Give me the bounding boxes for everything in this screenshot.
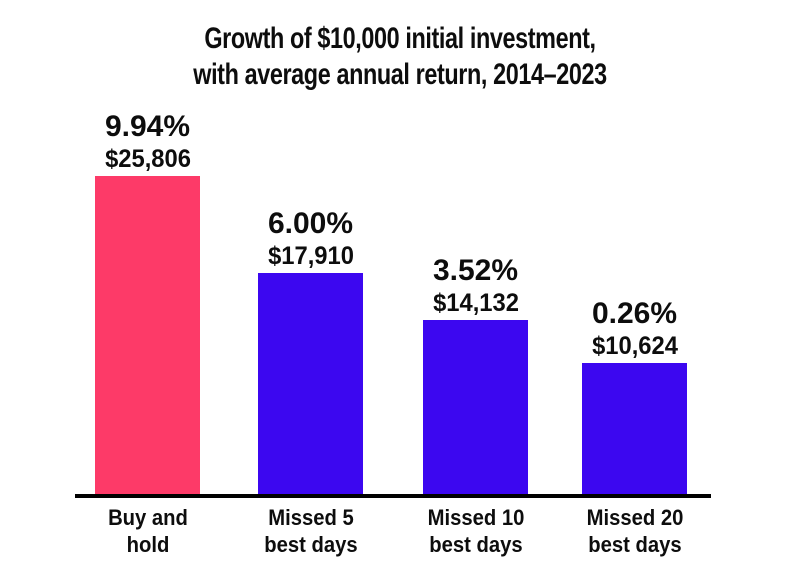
bar-category-line: Missed 10: [427, 505, 524, 530]
bar-percent-label: 9.94%: [104, 110, 191, 143]
bar-value-label: 0.26% $10,624: [540, 297, 730, 361]
x-axis-line: [75, 494, 711, 498]
bar-amount-label: $14,132: [432, 289, 519, 317]
bar-category-line: hold: [126, 532, 169, 557]
bar-value-label: 6.00% $17,910: [216, 207, 406, 271]
bar-category-line: best days: [263, 532, 358, 557]
bar-amount-label: $10,624: [591, 332, 678, 360]
bar-category-line: Missed 20: [586, 505, 683, 530]
bar-amount-label: $17,910: [267, 242, 354, 270]
bar-category-line: Missed 5: [267, 505, 354, 530]
bar-percent-label: 0.26%: [591, 297, 678, 330]
bar-value-label: 9.94% $25,806: [53, 110, 243, 174]
bar-0: [95, 176, 200, 494]
bar-category-label: Missed 10 best days: [388, 504, 563, 558]
bar-category-line: Buy and: [107, 505, 188, 530]
chart-title-line2: with average annual return, 2014–2023: [193, 58, 607, 91]
bar-percent-label: 3.52%: [432, 254, 519, 287]
bar-value-label: 3.52% $14,132: [381, 254, 571, 318]
chart-title-line1: Growth of $10,000 initial investment,: [204, 22, 596, 55]
bar-category-label: Missed 20 best days: [547, 504, 722, 558]
bar-percent-label: 6.00%: [267, 207, 354, 240]
bar-2: [423, 320, 528, 494]
bar-category-label: Missed 5 best days: [223, 504, 398, 558]
bar-category-line: best days: [428, 532, 523, 557]
chart-title: Growth of $10,000 initial investment, wi…: [88, 21, 712, 93]
bar-category-label: Buy and hold: [60, 504, 235, 558]
bar-category-line: best days: [587, 532, 682, 557]
bar-amount-label: $25,806: [104, 145, 191, 173]
bar-1: [258, 273, 363, 494]
bar-3: [582, 363, 687, 494]
